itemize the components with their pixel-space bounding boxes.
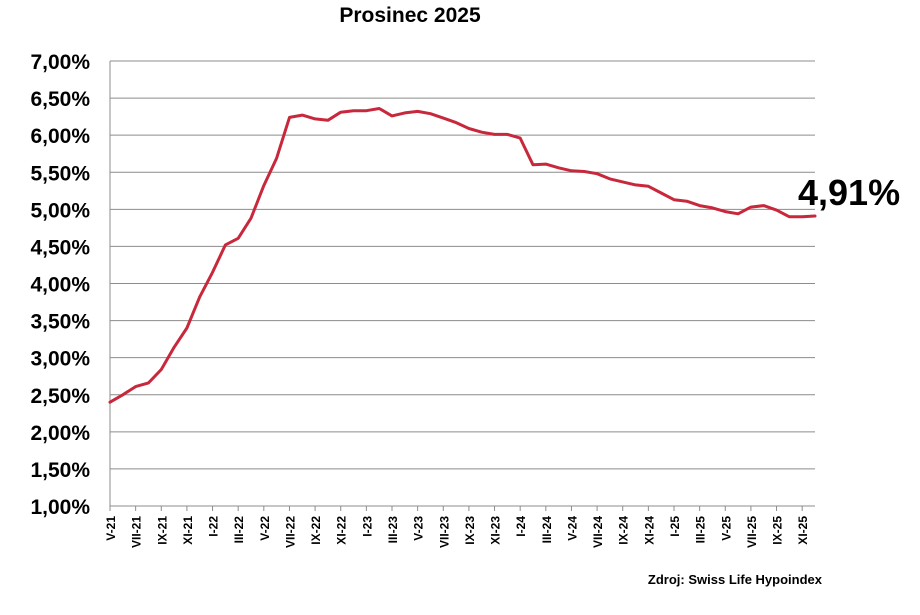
x-tick-label: XI-22	[335, 516, 349, 545]
x-tick-label: IX-24	[617, 516, 631, 545]
x-tick-label: III-25	[694, 516, 708, 544]
x-tick-label: V-25	[719, 516, 733, 541]
series-line	[108, 107, 817, 404]
x-tick-label: VII-21	[130, 516, 144, 548]
x-tick-label: V-24	[565, 516, 579, 541]
y-tick-label: 6,50%	[30, 88, 90, 111]
x-tick-label: I-24	[514, 516, 528, 537]
x-tick-label: IX-25	[771, 516, 785, 545]
x-tick-label: XI-21	[181, 516, 195, 545]
x-tick-label: VII-23	[437, 516, 451, 548]
last-value-label: 4,91%	[798, 172, 901, 213]
y-tick-label: 5,50%	[30, 162, 90, 185]
y-tick-label: 6,00%	[30, 125, 90, 148]
x-tick-label: XI-23	[489, 516, 503, 545]
x-tick-label: III-22	[232, 516, 246, 544]
y-tick-label: 5,00%	[30, 199, 90, 222]
y-tick-label: 7,00%	[30, 51, 90, 74]
chart-title: Prosinec 2025	[339, 4, 481, 27]
y-tick-label: 4,00%	[30, 274, 90, 297]
x-tick-label: VII-25	[745, 516, 759, 548]
x-tick-label: III-23	[386, 516, 400, 544]
y-tick-label: 3,50%	[30, 311, 90, 334]
x-tick-label: I-23	[360, 516, 374, 537]
x-tick-label: VII-24	[591, 516, 605, 548]
y-tick-label: 2,00%	[30, 422, 90, 445]
x-tick-label: VII-22	[283, 516, 297, 548]
x-tick-label: XI-24	[642, 516, 656, 545]
y-tick-label: 3,00%	[30, 348, 90, 371]
x-tick-label: V-22	[258, 516, 272, 541]
y-tick-label: 2,50%	[30, 385, 90, 408]
x-tick-label: V-23	[412, 516, 426, 541]
y-tick-label: 1,00%	[30, 496, 90, 519]
y-tick-label: 1,50%	[30, 459, 90, 482]
x-tick-label: IX-22	[309, 516, 323, 545]
x-tick-label: XI-25	[796, 516, 810, 545]
y-tick-label: 4,50%	[30, 236, 90, 259]
x-tick-label: V-21	[104, 516, 118, 541]
x-tick-label: III-24	[540, 516, 554, 544]
x-tick-label: I-22	[207, 516, 221, 537]
x-tick-label: IX-21	[155, 516, 169, 545]
x-tick-label: IX-23	[463, 516, 477, 545]
source-note: Zdroj: Swiss Life Hypoindex	[647, 572, 822, 587]
x-tick-label: I-25	[668, 516, 682, 537]
